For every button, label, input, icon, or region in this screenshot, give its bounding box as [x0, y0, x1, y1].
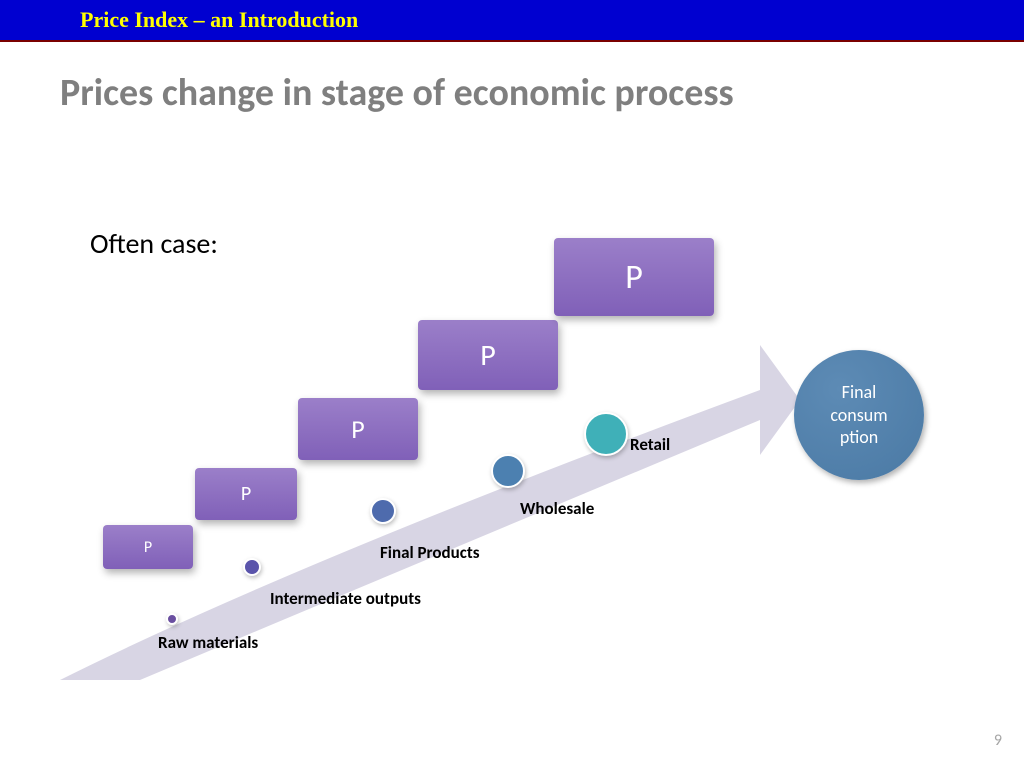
- stage-dot-3: [491, 454, 525, 488]
- price-box-1: P: [195, 468, 297, 520]
- stage-label-0: Raw materials: [158, 632, 258, 653]
- price-box-0: P: [103, 525, 193, 569]
- price-box-3: P: [418, 320, 558, 390]
- stage-label-4: Retail: [630, 434, 670, 455]
- slide-title: Prices change in stage of economic proce…: [60, 70, 1024, 116]
- stage-label-3: Wholesale: [520, 498, 594, 519]
- page-number: 9: [994, 731, 1002, 750]
- stage-dot-2: [370, 498, 396, 524]
- slide-subtitle: Often case:: [90, 226, 1024, 261]
- final-consumption-circle: Finalconsumption: [794, 350, 924, 480]
- price-box-2: P: [298, 398, 418, 460]
- header-title: Price Index – an Introduction: [80, 7, 358, 33]
- stage-dot-4: [584, 412, 628, 456]
- stage-dot-0: [166, 613, 178, 625]
- stage-label-2: Final Products: [380, 542, 480, 563]
- header-bar: Price Index – an Introduction: [0, 0, 1024, 42]
- stage-dot-1: [243, 558, 261, 576]
- stage-label-1: Intermediate outputs: [270, 588, 421, 609]
- final-consumption-label: Finalconsumption: [830, 381, 887, 449]
